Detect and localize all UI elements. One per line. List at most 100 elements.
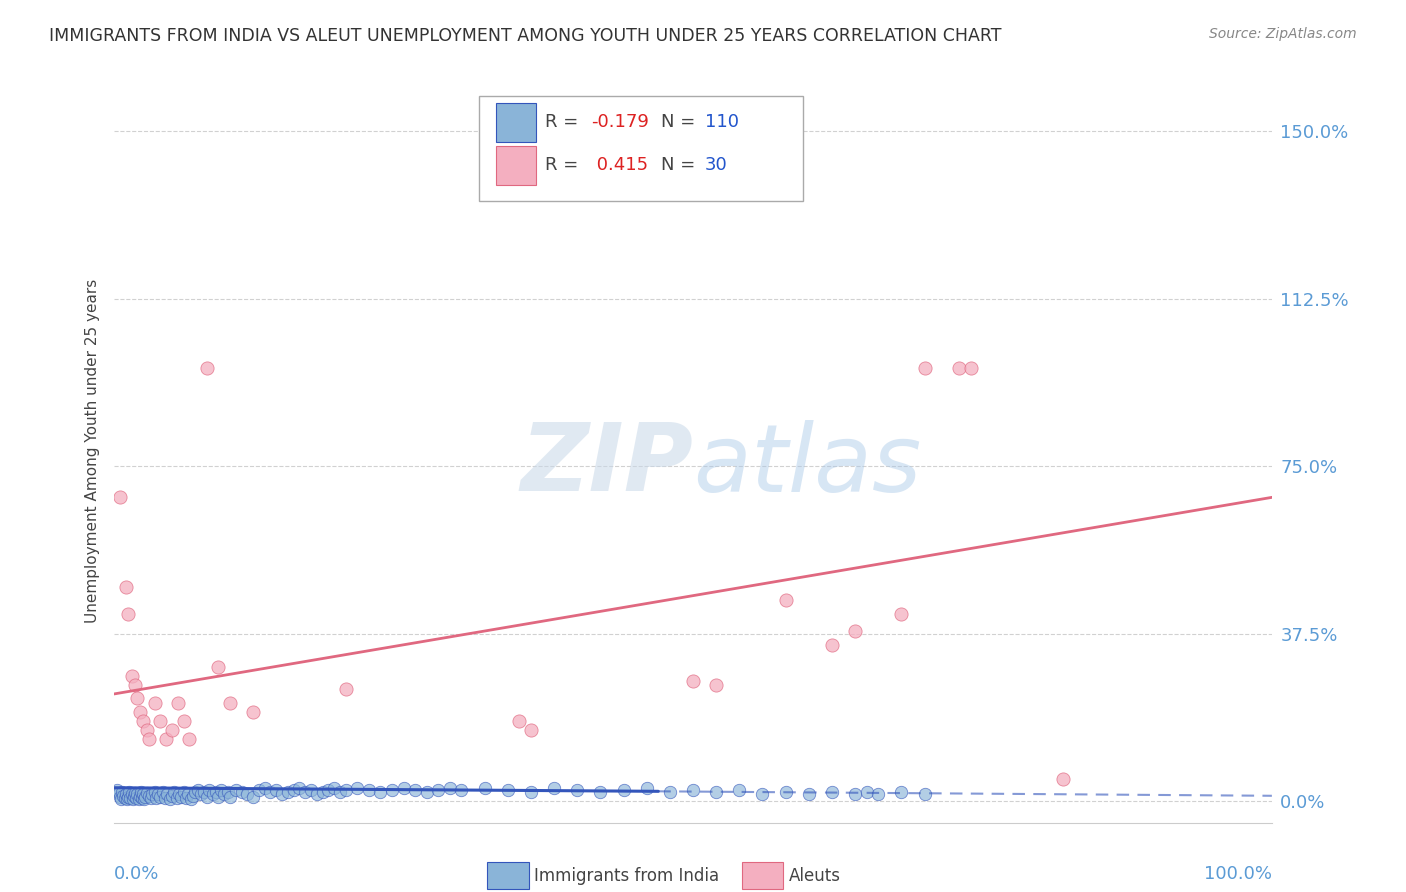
Point: [890, 607, 912, 621]
Point: [115, 792, 138, 806]
Text: 0.415: 0.415: [591, 156, 648, 175]
Text: -0.179: -0.179: [591, 113, 650, 131]
Point: [439, 780, 461, 795]
Point: [283, 783, 305, 797]
Point: [323, 780, 346, 795]
Point: [914, 788, 936, 802]
Point: [520, 785, 543, 799]
Point: [117, 607, 139, 621]
Point: [117, 789, 139, 804]
Point: [190, 788, 212, 802]
Text: 30: 30: [704, 156, 727, 175]
Point: [299, 783, 322, 797]
Point: [128, 705, 150, 719]
Point: [152, 785, 174, 799]
Text: Immigrants from India: Immigrants from India: [534, 867, 720, 885]
Point: [160, 723, 183, 737]
Point: [207, 660, 229, 674]
Point: [179, 731, 201, 746]
Point: [775, 593, 797, 607]
Point: [207, 789, 229, 804]
Point: [636, 780, 658, 795]
Point: [682, 783, 704, 797]
Point: [148, 788, 170, 802]
Point: [231, 785, 253, 799]
Point: [271, 788, 294, 802]
Point: [129, 785, 152, 799]
Point: [960, 360, 983, 375]
Point: [219, 789, 242, 804]
Point: [658, 785, 681, 799]
Point: [381, 783, 404, 797]
Point: [357, 783, 380, 797]
Point: [105, 783, 128, 797]
Point: [508, 714, 530, 728]
Text: R =: R =: [546, 113, 583, 131]
Point: [173, 785, 195, 799]
Text: Source: ZipAtlas.com: Source: ZipAtlas.com: [1209, 27, 1357, 41]
Point: [416, 785, 439, 799]
Point: [821, 638, 844, 652]
Point: [704, 678, 727, 692]
Point: [134, 792, 156, 806]
Point: [855, 785, 877, 799]
Point: [318, 783, 340, 797]
Point: [728, 783, 751, 797]
Point: [329, 785, 352, 799]
Point: [127, 691, 149, 706]
Point: [128, 789, 150, 803]
Point: [259, 785, 281, 799]
Point: [153, 790, 176, 805]
Point: [751, 788, 773, 802]
Point: [143, 785, 166, 799]
Point: [474, 780, 496, 795]
Point: [496, 783, 519, 797]
Point: [121, 792, 143, 806]
Point: [167, 696, 190, 710]
FancyBboxPatch shape: [496, 146, 536, 185]
Point: [277, 785, 299, 799]
Point: [613, 783, 636, 797]
Point: [370, 785, 392, 799]
Point: [775, 785, 797, 799]
Point: [844, 788, 866, 802]
Point: [120, 790, 142, 805]
Point: [163, 785, 186, 799]
Point: [212, 788, 235, 802]
Point: [520, 723, 543, 737]
Point: [242, 705, 264, 719]
Point: [346, 780, 368, 795]
Point: [177, 788, 200, 802]
Point: [143, 696, 166, 710]
Y-axis label: Unemployment Among Youth under 25 years: Unemployment Among Youth under 25 years: [86, 278, 100, 623]
Point: [166, 790, 188, 805]
Point: [294, 785, 316, 799]
Point: [225, 783, 247, 797]
Point: [131, 790, 153, 805]
Point: [149, 714, 172, 728]
Point: [335, 783, 357, 797]
Point: [217, 785, 239, 799]
FancyBboxPatch shape: [479, 96, 803, 201]
Point: [122, 789, 145, 803]
Point: [132, 788, 155, 802]
Point: [125, 790, 148, 805]
Point: [205, 785, 228, 799]
Point: [219, 696, 242, 710]
Point: [135, 786, 157, 800]
Point: [145, 790, 167, 805]
Text: 100.0%: 100.0%: [1204, 864, 1272, 882]
Point: [155, 731, 177, 746]
Point: [682, 673, 704, 688]
Point: [242, 789, 264, 804]
Point: [167, 788, 190, 802]
Point: [111, 785, 134, 799]
Point: [890, 785, 912, 799]
Point: [127, 788, 149, 802]
Point: [427, 783, 450, 797]
Point: [108, 491, 131, 505]
Point: [195, 360, 218, 375]
Point: [124, 786, 146, 800]
Point: [450, 783, 472, 797]
Point: [236, 788, 259, 802]
